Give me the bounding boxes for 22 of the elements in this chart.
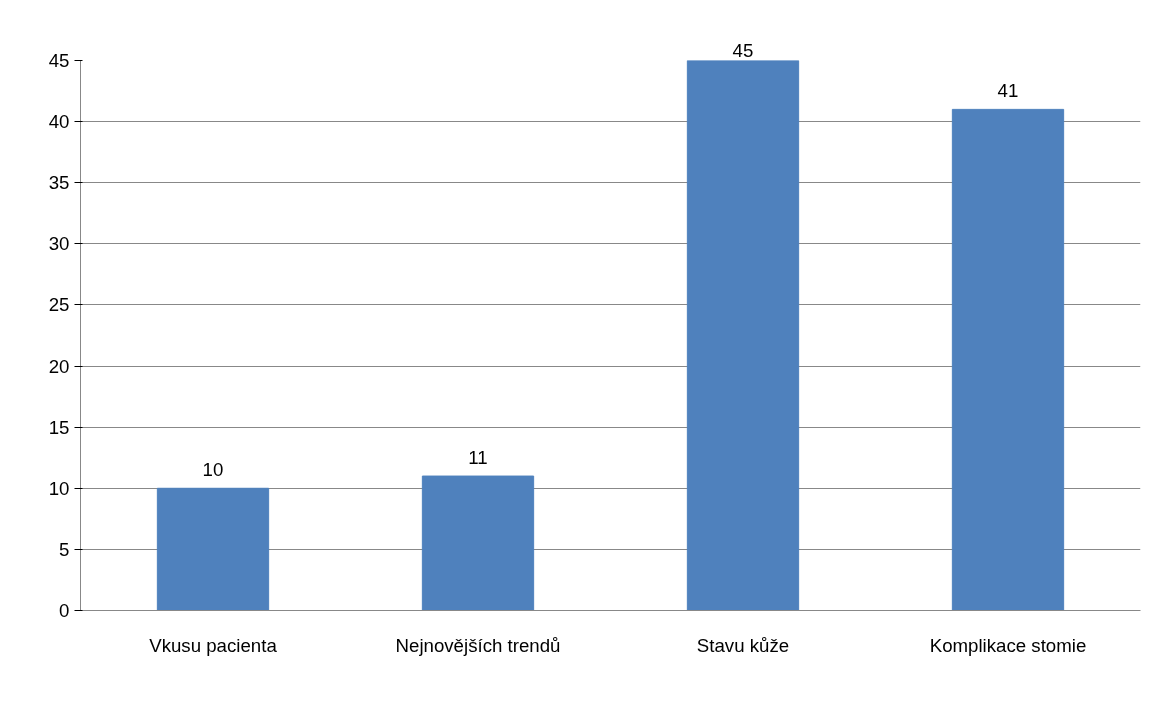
data-label: 11 [468, 447, 488, 469]
bar [156, 487, 270, 611]
bar [951, 108, 1065, 611]
y-tick-label: 20 [48, 355, 70, 377]
y-tick-label: 15 [48, 416, 70, 438]
y-tick-label: 0 [59, 600, 70, 621]
x-tick-label: Nejnovějších trendů [395, 634, 561, 656]
y-tick-label: 25 [48, 294, 70, 316]
y-tick-label: 45 [48, 50, 70, 71]
x-tick-label: Vkusu pacienta [149, 634, 278, 656]
x-tick-label: Stavu kůže [696, 634, 790, 656]
y-tick-label: 35 [48, 172, 70, 194]
data-label: 10 [202, 459, 224, 481]
y-tick-label: 30 [48, 233, 70, 255]
y-tick-label: 5 [59, 538, 70, 560]
bar [421, 475, 535, 611]
bar [686, 60, 800, 611]
y-tick-label: 40 [48, 111, 70, 133]
x-tick-label: Komplikace stomie [929, 634, 1087, 656]
data-label: 45 [732, 39, 754, 61]
data-label: 41 [997, 80, 1019, 102]
y-tick-label: 10 [48, 477, 70, 499]
